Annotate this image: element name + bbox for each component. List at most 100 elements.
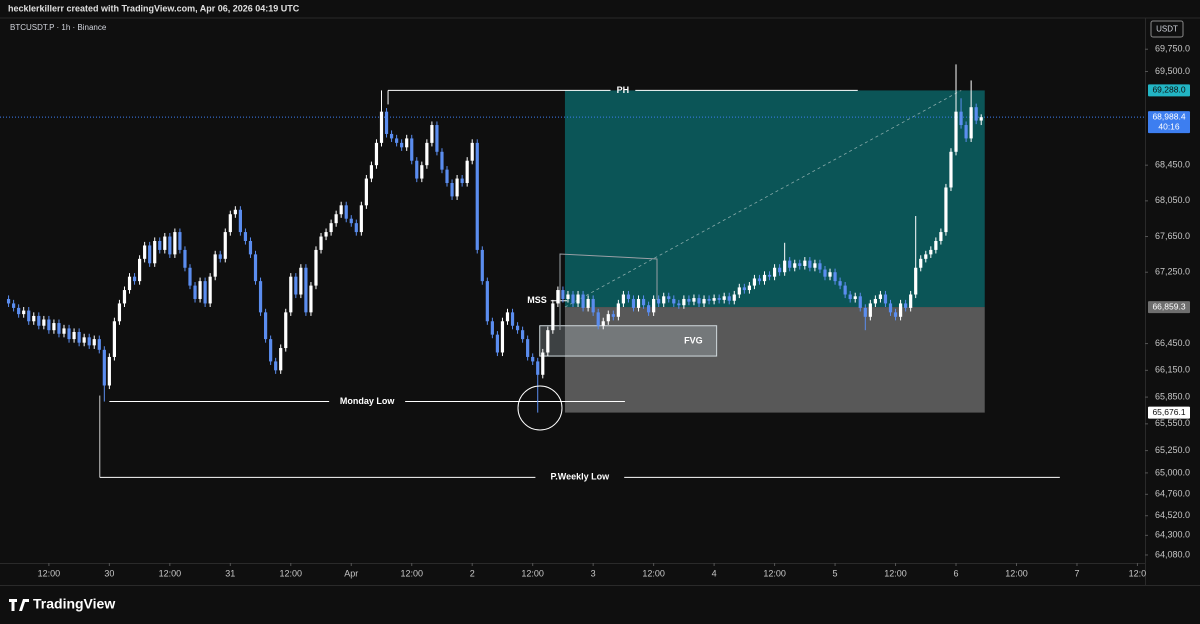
candle-body	[178, 232, 182, 250]
candle-body	[621, 294, 626, 304]
candle-body	[274, 361, 278, 371]
candle-body	[979, 117, 983, 121]
candle-body	[269, 339, 273, 362]
x-tick-label: Apr	[344, 568, 358, 578]
price-tag	[1148, 301, 1190, 314]
candle-body	[652, 298, 656, 313]
candle-body	[752, 278, 757, 286]
candle-body	[576, 294, 580, 304]
candle-body	[42, 319, 46, 326]
fvg-label: FVG	[684, 335, 703, 345]
x-tick-label: 31	[225, 568, 235, 578]
candle-body	[52, 323, 56, 331]
candle-body	[203, 281, 207, 304]
candle-body	[148, 245, 152, 264]
candle-body	[193, 285, 197, 299]
candle-body	[838, 281, 842, 286]
candle-body	[969, 107, 973, 139]
candle-body	[737, 287, 741, 295]
candle-body	[339, 205, 343, 215]
candle-body	[939, 232, 943, 241]
price-tag	[1148, 406, 1190, 419]
candle-body	[561, 290, 565, 299]
candle-body	[626, 294, 631, 299]
y-tick-label: 66,450.0	[1155, 338, 1190, 348]
y-tick-label: 69,750.0	[1155, 44, 1190, 54]
price-tag-label: 65,676.1	[1152, 407, 1185, 417]
y-tick-label: 64,760.0	[1155, 489, 1190, 499]
candle-body	[546, 330, 550, 353]
candle-body	[788, 260, 792, 268]
candle-body	[233, 209, 237, 215]
candle-body	[687, 298, 691, 302]
x-tick-label: 2	[470, 568, 475, 578]
candle-body	[959, 111, 963, 126]
candle-body	[107, 356, 111, 386]
candle-body	[122, 290, 127, 304]
x-tick-label: 12:00	[642, 568, 665, 578]
x-tick-label: 4	[712, 568, 717, 578]
level-label: PH	[617, 85, 630, 95]
candle-body	[425, 142, 429, 166]
candle-body	[818, 263, 822, 270]
candle-body	[898, 303, 903, 317]
candle-body	[369, 165, 374, 179]
candle-body	[813, 263, 817, 268]
candle-body	[556, 290, 560, 304]
candle-body	[460, 178, 464, 184]
candle-body	[848, 294, 852, 299]
currency-box[interactable]	[1150, 20, 1184, 38]
candle-body	[924, 254, 928, 259]
candle-body	[384, 111, 389, 134]
price-tag-label: 66,859.3	[1152, 301, 1185, 311]
candle-body	[92, 339, 96, 346]
header: hecklerkillerr created with TradingView.…	[8, 3, 300, 13]
x-tick-label: 5	[833, 568, 838, 578]
candle-body	[495, 334, 500, 353]
y-tick-label: 67,250.0	[1155, 267, 1190, 277]
logo-mark	[9, 599, 29, 611]
candle-body	[435, 125, 439, 152]
candle-body	[616, 303, 620, 317]
y-tick-label: 65,250.0	[1155, 445, 1190, 455]
fvg-box	[539, 325, 718, 357]
candle-body	[833, 272, 837, 282]
candle-body	[515, 325, 520, 331]
candle-body	[783, 260, 787, 273]
candle-body	[329, 223, 333, 233]
footer-text: TradingView	[33, 596, 115, 612]
candle-body	[808, 260, 812, 268]
candle-body	[102, 349, 106, 386]
highlight-circle	[517, 385, 563, 431]
candle-body	[364, 178, 368, 206]
candle-body	[450, 183, 454, 197]
candle-body	[536, 361, 540, 375]
candle-body	[97, 339, 101, 350]
candle-body	[344, 205, 348, 219]
candle-body	[238, 209, 242, 233]
candle-body	[279, 348, 283, 371]
candle-body	[722, 296, 726, 300]
candle-body	[526, 339, 530, 357]
candle-body	[702, 298, 706, 304]
candle-body	[349, 218, 353, 224]
candle-body	[707, 298, 711, 301]
candle-body	[309, 285, 313, 313]
candle-body	[521, 330, 525, 340]
candle-body	[581, 294, 585, 308]
candle-body	[22, 310, 26, 315]
candle-body	[727, 296, 731, 301]
candle-body	[173, 232, 177, 255]
candle-body	[742, 287, 746, 291]
symbol-legend: BTCUSDT.P · 1h · Binance	[10, 23, 107, 32]
y-tick-label: 64,300.0	[1155, 530, 1190, 540]
candle-body	[662, 296, 666, 304]
candle-body	[591, 298, 595, 313]
candle-body	[480, 249, 484, 282]
candle-body	[541, 352, 545, 375]
candle-body	[712, 298, 716, 301]
candle-body	[677, 303, 681, 306]
candle-body	[243, 232, 248, 241]
candle-body	[657, 298, 661, 304]
candle-body	[510, 312, 515, 326]
